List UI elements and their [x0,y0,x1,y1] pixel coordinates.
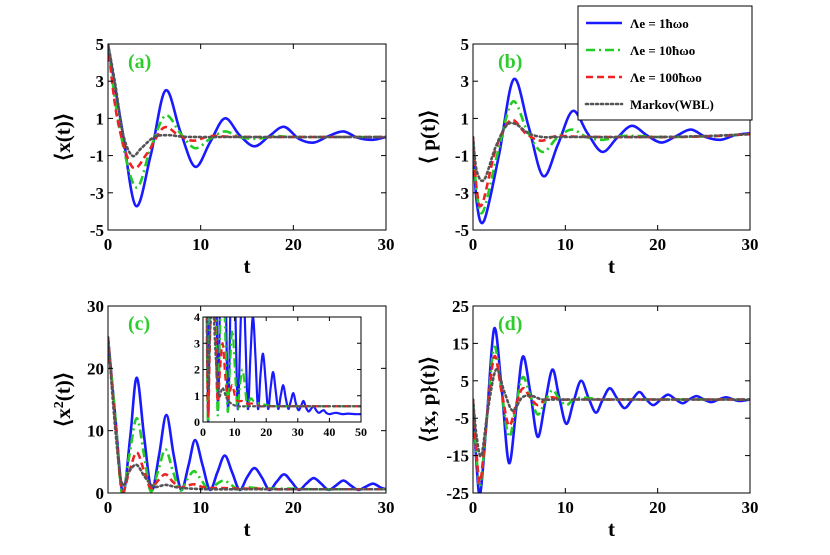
panel-c-xtick-label: 30 [378,498,395,517]
panel-c-series-group [108,335,386,493]
panel-c-inset-ytick-label: 4 [194,310,200,324]
panel-b-ylabel: ⟨ p(t)⟩ [416,110,440,164]
panel-d-ytick-label: -5 [455,409,469,428]
panel-d-label: (d) [498,313,522,335]
panel-a-ytick-label: -3 [90,184,104,203]
panel-b-xtick-label: 30 [742,235,759,254]
panel-c-ytick-label: 20 [87,359,104,378]
panel-d-xtick-label: 30 [742,498,759,517]
legend-label-4: Markov(WBL) [630,97,714,112]
panel-d-series-4 [473,368,750,458]
panel-b-xtick-label: 20 [649,235,666,254]
panel-a-ytick-label: -1 [90,147,104,166]
panel-b-ytick-label: 5 [461,35,470,54]
panel-c-xlabel: t [244,517,251,541]
panel-d-series-3 [473,354,750,485]
panel-a-ylabel: ⟨x(t)⟩ [51,113,75,161]
panel-d-xtick-label: 10 [557,498,574,517]
panel-a-label: (a) [128,51,151,73]
panel-b-ytick-label: 1 [461,109,470,128]
legend-label-3: Λe = 100ħωo [630,70,702,85]
panel-d-ylabel: ⟨{x, p}(t)⟩ [416,356,440,443]
panel-b-ytick-label: -3 [455,184,469,203]
panel-c-xtick-label: 0 [104,498,113,517]
legend-label-2: Λe = 10ħωo [630,43,695,58]
panel-c-inset-ytick-label: 3 [194,336,200,350]
panel-a-frame [107,43,387,231]
panel-a-xtick-label: 10 [192,235,209,254]
panel-d-frame [472,305,751,494]
panel-c-ytick-label: 30 [87,297,104,316]
panel-d-ytick-label: 15 [452,334,469,353]
panel-a-xtick-label: 30 [378,235,395,254]
panel-c-frame [107,305,387,494]
panel-c-inset-xtick-label: 0 [200,425,206,439]
panel-d-ytick-label: 5 [461,372,470,391]
panel-c-series-4 [108,335,386,491]
panel-b-series-3 [473,118,750,208]
panel-b-label: (b) [498,51,522,73]
panel-c-ylabel: ⟨x2(t)⟩ [51,372,75,427]
panel-c-inset-series-2 [205,317,361,422]
panel-c-label: (c) [128,313,150,335]
panel-b-xtick-label: 10 [557,235,574,254]
panel-c-inset-ytick-label: 0 [194,415,200,429]
panel-c-inset-ytick-label: 2 [194,363,200,377]
panel-c-inset-xtick-label: 30 [292,425,304,439]
panel-a-ytick-label: 5 [96,35,105,54]
panel-c-inset-xtick-label: 10 [229,425,241,439]
panel-c-inset-ytick-label: 1 [194,389,200,403]
panel-b-ytick-label: -5 [455,221,469,240]
panel-c-inset-xtick-label: 50 [355,425,367,439]
panel-b-series-4 [473,121,750,183]
panel-c-ytick-label: 10 [87,422,104,441]
panel-d-ytick-label: -25 [446,484,469,503]
panel-c-inset-series-group [205,317,361,422]
panel-a-ytick-label: -5 [90,221,104,240]
panel-a-ytick-label: 3 [96,72,105,91]
panel-b-series-1 [473,77,750,225]
panel-a-axes: 0 10 20 30 5 3 1 -1 -3 -5 [90,35,395,254]
panel-d-ytick-label: -15 [446,447,469,466]
panel-b-ytick-label: -1 [455,147,469,166]
panel-c-inset-series-4 [205,317,361,408]
panel-a-xtick-label: 20 [285,235,302,254]
panel-c-series-2 [108,337,386,493]
panel-b-xtick-label: 0 [469,235,478,254]
panel-d-axes: 0 10 20 30 25 15 5 -5 -15 -25 [446,297,758,517]
panel-b-ytick-label: 3 [461,72,470,91]
legend: Λe = 1ħωo Λe = 10ħωo Λe = 100ħωo Markov(WBL… [577,5,753,121]
panel-d-xtick-label: 20 [649,498,666,517]
panel-d-series-group [473,327,750,493]
panel-c-inset-xtick-label: 40 [323,425,335,439]
panel-b-series-group [473,77,750,225]
panel-a-series-4 [108,44,386,158]
legend-box [577,5,753,121]
panel-a-series-group [108,44,386,208]
panel-d-xlabel: t [608,517,615,541]
panel-a-xtick-label: 0 [104,235,113,254]
panel-d-ytick-label: 25 [452,297,469,316]
panel-c-inset-xtick-label: 20 [260,425,272,439]
panel-a-ytick-label: 1 [96,109,105,128]
panel-b-xlabel: t [608,254,615,278]
panel-c-ytick-label: 0 [96,484,105,503]
panel-c-xtick-label: 20 [285,498,302,517]
panel-b-axes: 0 10 20 30 5 3 1 -1 -3 -5 [455,35,759,254]
panel-a-xlabel: t [244,254,251,278]
legend-label-1: Λe = 1ħωo [630,16,689,31]
panel-c-xtick-label: 10 [192,498,209,517]
panel-d-xtick-label: 0 [469,498,478,517]
